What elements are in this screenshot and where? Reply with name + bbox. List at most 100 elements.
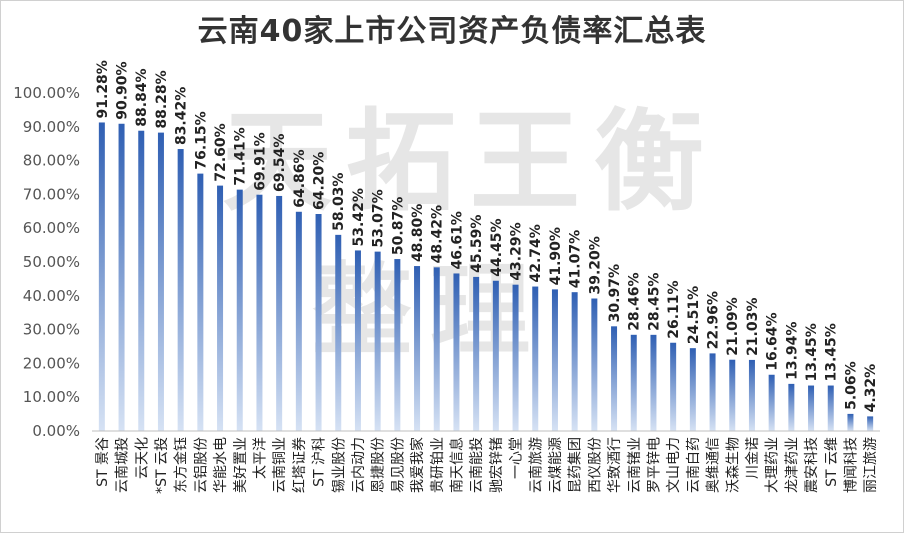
category-label: ST 景谷 <box>95 437 111 487</box>
category-label: 沃森生物 <box>725 437 741 493</box>
bar <box>236 189 243 431</box>
bar <box>177 149 184 431</box>
category-label: 奥维通信 <box>705 437 722 493</box>
bar-value-label: 5.06% <box>843 361 859 410</box>
bar-value-label: 42.74% <box>528 224 544 282</box>
y-tick-label: 20.00% <box>23 354 80 372</box>
bar-value-label: 69.54% <box>272 134 288 192</box>
bar-value-label: 46.61% <box>449 211 465 269</box>
category-label: 云南城投 <box>115 437 131 493</box>
bar <box>768 374 775 431</box>
bar-value-label: 4.32% <box>863 364 879 413</box>
bar-value-label: 28.46% <box>627 272 643 330</box>
bar <box>118 123 125 432</box>
category-label: 美好置业 <box>233 437 249 493</box>
category-label: 博闻科技 <box>842 437 859 493</box>
bar-value-label: 58.03% <box>331 173 347 231</box>
category-label: 东方金钰 <box>174 437 190 493</box>
category-labels: ST 景谷 云南城投 云天化 *ST 云投 东方金钰 云铝股份 华能水电 美好置业 太平洋 云南铜… <box>95 437 879 494</box>
bar-value-label: 50.87% <box>390 197 406 255</box>
category-label: 昆药集团 <box>567 437 584 493</box>
bars <box>98 122 874 432</box>
y-tick-label: 90.00% <box>23 118 80 136</box>
bar <box>788 383 795 431</box>
bar <box>532 286 539 431</box>
bar <box>492 280 499 431</box>
bar-value-label: 16.64% <box>765 312 781 370</box>
bar <box>670 342 677 431</box>
category-label: 罗平锌电 <box>646 437 662 493</box>
bar <box>571 292 578 431</box>
bar <box>867 416 874 431</box>
bar <box>335 234 342 431</box>
category-label: 云铝股份 <box>193 437 209 493</box>
y-tick-label: 100.00% <box>13 84 80 102</box>
category-label: 云南铜业 <box>272 437 288 493</box>
bar <box>512 284 519 431</box>
category-label: 我爱我家 <box>409 437 426 493</box>
category-label: 红塔证券 <box>292 437 308 493</box>
category-label: 云煤能源 <box>548 437 564 493</box>
category-label: 震安科技 <box>804 437 820 493</box>
bar <box>808 385 815 431</box>
bar-value-label: 71.41% <box>233 127 249 185</box>
bar-value-label: 90.90% <box>115 61 131 119</box>
bar <box>551 289 558 431</box>
category-label: 文山电力 <box>666 437 682 493</box>
bar <box>217 185 224 431</box>
bar-value-label: 64.20% <box>312 152 328 210</box>
bar <box>650 334 657 431</box>
bar <box>689 348 696 431</box>
bar <box>827 385 834 431</box>
bar <box>729 359 736 431</box>
bar-value-label: 21.09% <box>725 297 741 355</box>
category-label: 川金诺 <box>745 437 761 479</box>
bar-value-label: 53.07% <box>371 189 387 247</box>
bar-value-label: 91.28% <box>95 60 111 118</box>
category-label: 丽江旅游 <box>863 437 879 493</box>
bar-value-label: 30.97% <box>607 264 623 322</box>
bar <box>295 211 302 431</box>
bar-value-label: 53.42% <box>351 188 367 246</box>
bar <box>414 266 421 431</box>
bar <box>847 413 854 431</box>
bar <box>630 334 637 431</box>
category-label: 贵研铂业 <box>430 437 446 493</box>
category-label: ST 云维 <box>824 437 840 487</box>
y-tick-label: 80.00% <box>23 152 80 170</box>
bar-value-label: 26.11% <box>666 280 682 338</box>
y-tick-label: 40.00% <box>23 287 80 305</box>
category-label: 西仪股份 <box>587 437 603 493</box>
category-label: 锡业股份 <box>331 437 347 493</box>
bar-value-label: 22.96% <box>706 291 722 349</box>
bar-value-label: 13.45% <box>824 323 840 381</box>
bar-value-label: 13.94% <box>784 322 800 380</box>
bar <box>315 214 322 431</box>
bar-value-label: 48.80% <box>410 204 426 262</box>
bar-value-label: 43.29% <box>509 222 525 280</box>
category-label: 华致酒行 <box>607 437 623 493</box>
y-axis: 0.00% 10.00% 20.00% 30.00% 40.00% 50.00% 60.00… <box>13 84 80 440</box>
category-label: 恩捷股份 <box>371 437 387 493</box>
category-label: 云天化 <box>134 437 150 479</box>
bar-value-label: 45.59% <box>469 215 485 273</box>
category-label: 云南锗业 <box>627 437 643 493</box>
bar <box>98 122 105 431</box>
category-label: 大理药业 <box>765 437 781 493</box>
bar-value-label: 88.28% <box>154 70 170 128</box>
category-label: 易见股份 <box>390 437 406 493</box>
y-tick-label: 60.00% <box>23 219 80 237</box>
category-label: 驰宏锌锗 <box>489 437 505 493</box>
bar <box>354 250 361 431</box>
category-label: 龙津药业 <box>784 437 800 493</box>
bar <box>394 259 401 431</box>
category-label: ST 沪科 <box>312 437 328 487</box>
category-label: 华能水电 <box>213 437 229 493</box>
bar <box>374 251 381 431</box>
bar-value-label: 83.42% <box>174 87 190 145</box>
bar <box>748 359 755 431</box>
y-tick-label: 70.00% <box>23 185 80 203</box>
value-labels: 91.28% 90.90% 88.84% 88.28% 83.42% 76.15% 72.6… <box>95 60 879 412</box>
